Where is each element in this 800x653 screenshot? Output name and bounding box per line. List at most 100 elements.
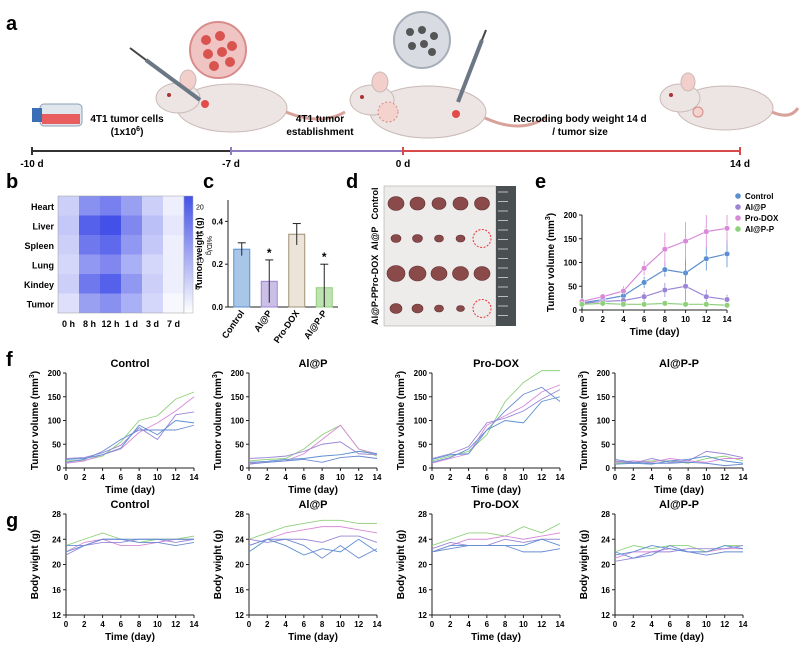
individual-line — [65, 538, 195, 556]
y-tick-label: 0.2 — [212, 260, 224, 269]
y-tick-label: 50 — [235, 440, 244, 449]
mouse-icon-2 — [349, 71, 546, 139]
x-tick-label: 12 — [720, 620, 729, 629]
x-axis-title: Time (day) — [105, 632, 155, 643]
data-point — [723, 225, 731, 232]
x-axis-title: Time (day) — [105, 485, 155, 496]
tumor-volume-mean-chart: 0 50 100 150 200 0 2 4 6 8 10 12 14 Time (day) Tumor v… — [545, 192, 779, 338]
y-tick-label: 0.4 — [212, 217, 224, 226]
heatmap-row-label: Spleen — [24, 241, 54, 251]
heatmap-row-label: Kindey — [24, 280, 54, 290]
heatmap-cell — [100, 235, 121, 255]
heatmap-row-label: Tumor — [27, 299, 55, 309]
x-tick-label: 2 — [631, 620, 636, 629]
x-tick-label: 12 — [720, 473, 729, 482]
timeline-label-3: 0 d — [396, 159, 410, 170]
individual-line — [248, 538, 378, 556]
subplot: 0 50 100 150 200 0 2 4 6 8 10 12 14 Time (day) Tumor v… — [29, 358, 199, 496]
x-tick-label: 12 — [354, 620, 363, 629]
tumor-specimen — [389, 303, 403, 314]
y-tick-label: 0 — [57, 464, 62, 473]
x-tick-label: 12 — [171, 473, 180, 482]
individual-line — [65, 420, 195, 460]
x-tick-label: Control — [220, 308, 247, 340]
x-tick-label: 12 — [354, 473, 363, 482]
x-tick-label: 12 — [537, 620, 546, 629]
x-tick-label: 8 — [137, 620, 142, 629]
y-tick-label: 0 — [573, 306, 578, 315]
bar — [233, 248, 251, 308]
x-tick-label: 4 — [649, 620, 654, 629]
individual-line — [431, 545, 561, 553]
colorbar-tick-label: 15 — [196, 231, 204, 238]
legend-label: Al@P-P — [745, 225, 775, 234]
heatmap-cell — [121, 254, 142, 274]
heatmap-cell — [163, 235, 184, 255]
mouse-icon-3 — [659, 72, 800, 131]
legend-marker — [735, 226, 741, 232]
y-axis-title: Tumor weight (g) — [194, 217, 204, 289]
x-tick-label: 14 — [739, 620, 748, 629]
tumor-specimen — [456, 305, 465, 312]
x-tick-label: 14 — [190, 473, 199, 482]
heatmap-cell — [142, 196, 163, 216]
x-axis-title: Time (day) — [471, 485, 521, 496]
y-tick-label: 0 — [240, 464, 245, 473]
heatmap-cell — [121, 293, 142, 313]
syringe-icon-1 — [129, 47, 202, 102]
heatmap-col-label: 7 d — [167, 319, 180, 329]
x-tick-label: 2 — [82, 473, 87, 482]
heatmap-row-label: Liver — [32, 221, 54, 231]
data-point — [641, 293, 648, 300]
panel-letter-e: e — [535, 171, 546, 193]
x-tick-label: 14 — [723, 315, 732, 324]
tumor-specimen — [409, 196, 426, 211]
y-tick-label: 28 — [52, 510, 61, 519]
x-tick-label: 2 — [265, 620, 270, 629]
x-tick-label: Pro-DOX — [272, 308, 302, 344]
x-tick-label: 6 — [119, 473, 124, 482]
y-tick-label: 28 — [418, 510, 427, 519]
timeline-label-1: -10 d — [20, 159, 43, 170]
x-tick-label: 6 — [485, 620, 490, 629]
y-axis-title: Body wight (g) — [30, 530, 41, 599]
legend-marker — [735, 204, 741, 210]
individual-line — [614, 450, 744, 464]
tumor-specimen — [452, 196, 469, 211]
tumor-specimen — [474, 196, 490, 211]
y-tick-label: 100 — [231, 417, 245, 426]
photo-row-label: Al@P-P — [370, 292, 380, 325]
subplot-title: Pro-DOX — [473, 358, 520, 370]
x-tick-label: 12 — [537, 473, 546, 482]
heatmap-row-label: Lung — [32, 260, 54, 270]
heatmap-cell — [121, 196, 142, 216]
y-tick-label: 24 — [418, 535, 427, 544]
heatmap-cell — [79, 274, 100, 294]
series-line — [581, 227, 728, 303]
x-tick-label: 14 — [739, 473, 748, 482]
data-point — [723, 296, 731, 303]
subplot-title: Al@P-P — [659, 358, 699, 370]
individual-line — [431, 370, 560, 462]
y-tick-label: 12 — [601, 611, 610, 620]
heatmap-cell — [58, 235, 79, 255]
x-tick-label: 2 — [448, 620, 453, 629]
panel-letter-a: a — [6, 13, 18, 35]
x-tick-label: 0 — [580, 315, 585, 324]
x-tick-label: Al@P-P — [302, 308, 329, 341]
heatmap-cell — [100, 254, 121, 274]
step1-line1: 4T1 tumor cells — [90, 114, 164, 125]
x-axis-title: Time (day) — [471, 632, 521, 643]
heatmap-cell — [58, 215, 79, 235]
x-tick-label: 0 — [247, 620, 252, 629]
heatmap-cell — [142, 235, 163, 255]
x-axis-title: Time (day) — [288, 485, 338, 496]
x-tick-label: 8 — [320, 473, 325, 482]
subplot-title: Control — [110, 358, 149, 370]
individual-line — [614, 458, 743, 463]
x-tick-label: 4 — [649, 473, 654, 482]
ruler — [496, 186, 516, 326]
x-tick-label: 6 — [119, 620, 124, 629]
